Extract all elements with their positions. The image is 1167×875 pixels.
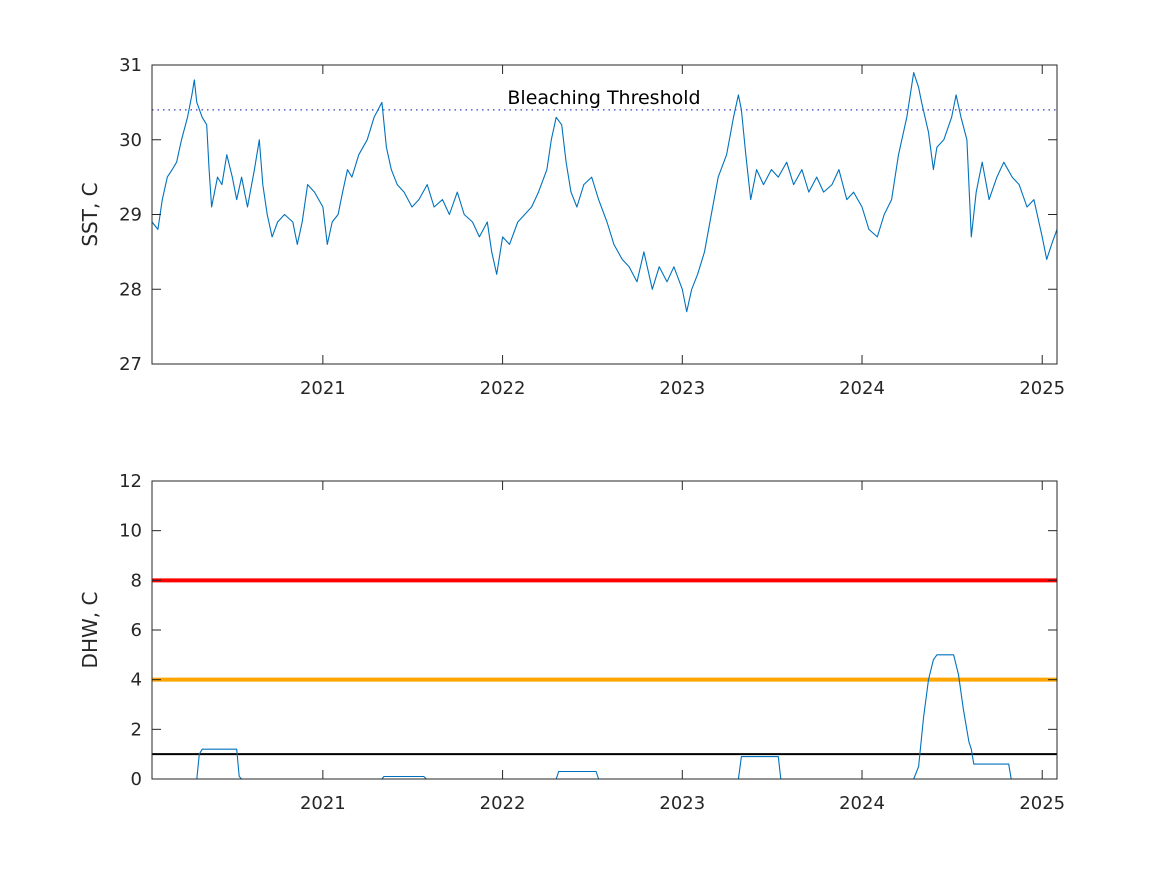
y-tick-label: 27 <box>119 354 142 375</box>
y-tick-label: 30 <box>119 130 142 151</box>
dhw-axes: 0 2 4 6 8 10 12 2021 2022 2023 2024 2025 DHW, C <box>78 471 1065 814</box>
y-tick-label: 2 <box>131 719 142 740</box>
y-tick-label: 28 <box>119 279 142 300</box>
x-tick-label: 2022 <box>480 378 526 399</box>
y-tick-label: 29 <box>119 205 142 226</box>
y-tick-label: 8 <box>131 570 142 591</box>
x-tick-label: 2023 <box>659 793 705 814</box>
x-tick-label: 2021 <box>300 793 346 814</box>
sst-axes: Bleaching Threshold 27 28 29 30 31 2021 2022 202… <box>78 55 1065 399</box>
y-tick-label: 6 <box>131 620 142 641</box>
y-tick-label: 10 <box>119 521 142 542</box>
series-line-0 <box>151 71 1058 313</box>
series-line-0 <box>152 654 1057 780</box>
bleaching-threshold-label: Bleaching Threshold <box>507 87 700 109</box>
x-tick-label: 2024 <box>839 378 885 399</box>
y-tick-label: 4 <box>131 670 142 691</box>
axes-box <box>151 480 1058 780</box>
x-tick-label: 2025 <box>1019 793 1065 814</box>
y-tick-label: 31 <box>119 55 142 76</box>
y-tick-label: 0 <box>131 769 142 790</box>
x-tick-label: 2024 <box>839 793 885 814</box>
x-tick-label: 2023 <box>659 378 705 399</box>
x-tick-label: 2021 <box>300 378 346 399</box>
x-tick-label: 2025 <box>1019 378 1065 399</box>
x-tick-label: 2022 <box>480 793 526 814</box>
y-axis-label: DHW, C <box>78 592 102 669</box>
y-axis-label: SST, C <box>78 182 102 246</box>
y-tick-label: 12 <box>119 471 142 492</box>
